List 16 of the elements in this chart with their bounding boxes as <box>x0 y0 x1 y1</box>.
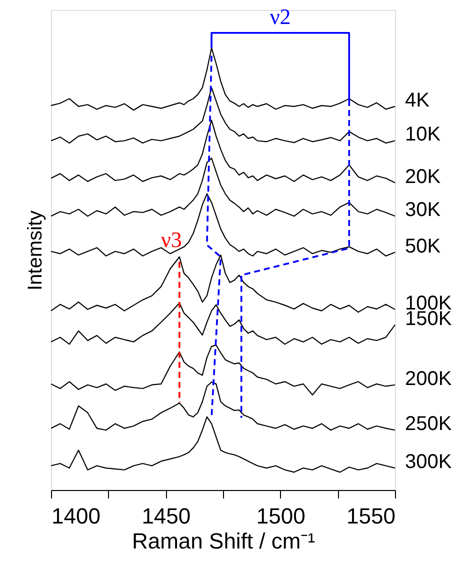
series-label: ν2 <box>270 4 291 29</box>
series-label: 50K <box>405 235 442 258</box>
series-label: 10K <box>405 124 442 146</box>
x-tick-label: 1400 <box>52 504 100 528</box>
series-label: 300K <box>405 451 452 474</box>
x-axis-title: Raman Shift / cm⁻¹ <box>132 528 316 554</box>
series-label: 200K <box>405 368 452 390</box>
x-tick-label: 1500 <box>256 504 306 528</box>
series-label: 20K <box>405 166 442 188</box>
series-label: ν3 <box>160 226 182 252</box>
series-label: 4K <box>405 89 430 112</box>
x-tick-label: 1450 <box>142 504 191 528</box>
series-label: 250K <box>405 413 452 436</box>
x-tick-label: 1550 <box>346 504 396 528</box>
y-axis-title: Intemsity <box>24 210 46 291</box>
series-label: 30K <box>405 199 442 222</box>
